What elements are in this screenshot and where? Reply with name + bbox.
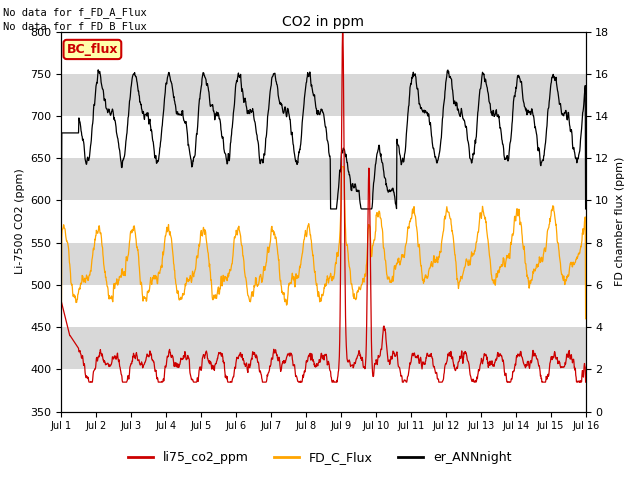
- Bar: [61, 158, 586, 201]
- Bar: [61, 74, 586, 116]
- Bar: [61, 327, 586, 370]
- Text: BC_flux: BC_flux: [67, 43, 118, 56]
- Title: CO2 in ppm: CO2 in ppm: [282, 15, 365, 29]
- Text: No data for f_FD_A_Flux
No data for f_FD_B_Flux: No data for f_FD_A_Flux No data for f_FD…: [3, 7, 147, 32]
- Y-axis label: FD chamber flux (ppm): FD chamber flux (ppm): [615, 157, 625, 286]
- Bar: [61, 243, 586, 285]
- Y-axis label: Li-7500 CO2 (ppm): Li-7500 CO2 (ppm): [15, 169, 25, 275]
- Legend: li75_co2_ppm, FD_C_Flux, er_ANNnight: li75_co2_ppm, FD_C_Flux, er_ANNnight: [124, 446, 516, 469]
